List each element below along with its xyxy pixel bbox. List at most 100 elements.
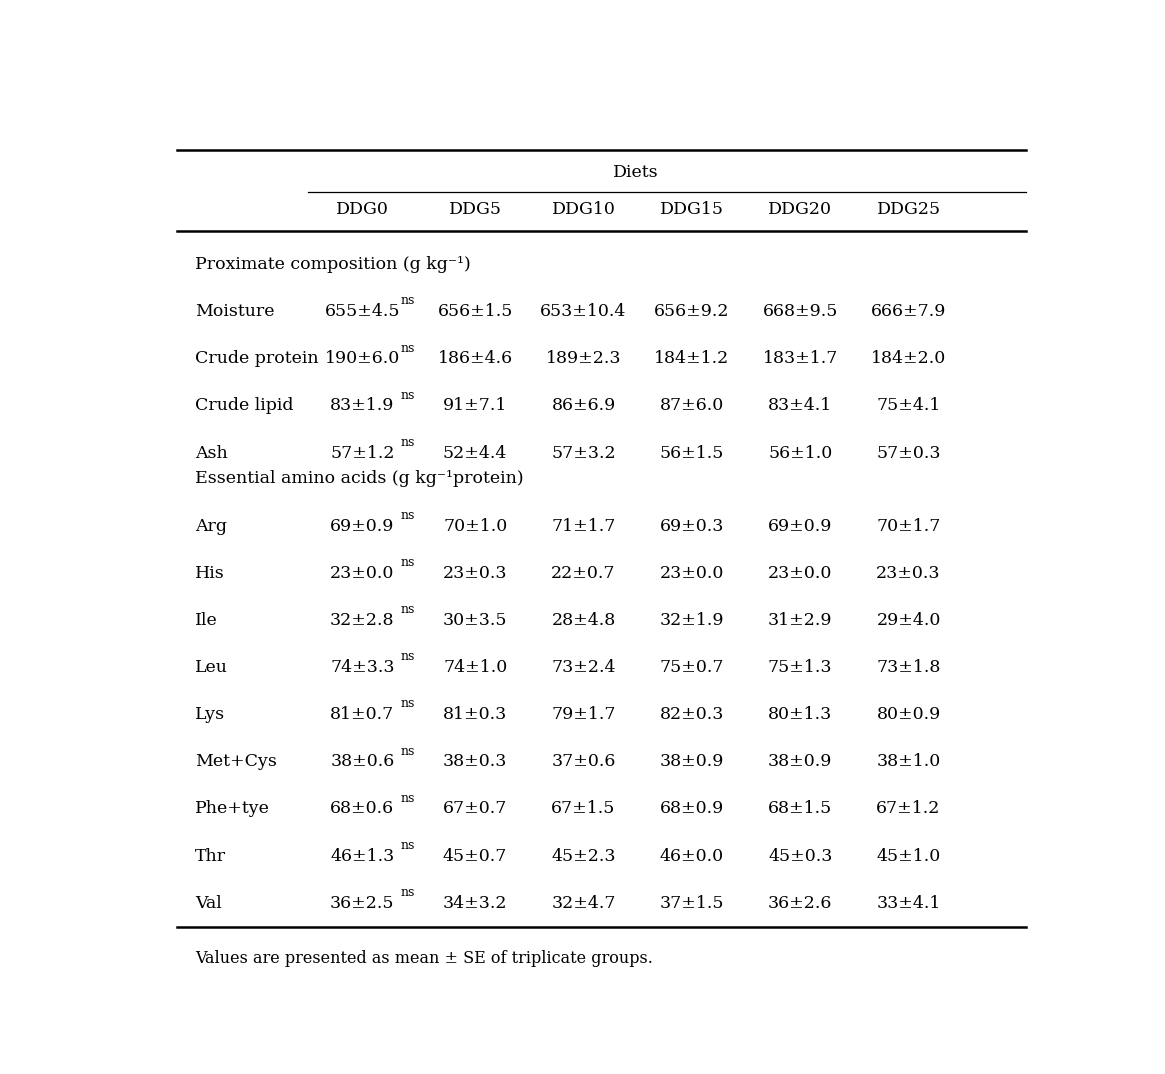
Text: 79±1.7: 79±1.7 bbox=[551, 707, 616, 723]
Text: 32±4.7: 32±4.7 bbox=[551, 895, 616, 912]
Text: ns: ns bbox=[401, 839, 415, 852]
Text: 68±0.6: 68±0.6 bbox=[330, 800, 395, 817]
Text: His: His bbox=[196, 565, 225, 582]
Text: Crude protein: Crude protein bbox=[196, 350, 319, 367]
Text: 28±4.8: 28±4.8 bbox=[551, 612, 615, 629]
Text: DDG10: DDG10 bbox=[551, 202, 615, 218]
Text: 73±2.4: 73±2.4 bbox=[551, 659, 616, 676]
Text: 56±1.0: 56±1.0 bbox=[768, 445, 832, 462]
Text: 23±0.0: 23±0.0 bbox=[330, 565, 395, 582]
Text: ns: ns bbox=[401, 886, 415, 899]
Text: 68±0.9: 68±0.9 bbox=[659, 800, 723, 817]
Text: 183±1.7: 183±1.7 bbox=[763, 350, 838, 367]
Text: 45±0.7: 45±0.7 bbox=[443, 847, 508, 865]
Text: 32±2.8: 32±2.8 bbox=[330, 612, 395, 629]
Text: Diets: Diets bbox=[613, 164, 658, 182]
Text: 67±1.2: 67±1.2 bbox=[876, 800, 941, 817]
Text: 37±0.6: 37±0.6 bbox=[551, 753, 616, 770]
Text: 184±2.0: 184±2.0 bbox=[871, 350, 946, 367]
Text: 31±2.9: 31±2.9 bbox=[768, 612, 833, 629]
Text: Thr: Thr bbox=[196, 847, 226, 865]
Text: 38±1.0: 38±1.0 bbox=[876, 753, 940, 770]
Text: Crude lipid: Crude lipid bbox=[196, 397, 294, 415]
Text: 23±0.3: 23±0.3 bbox=[443, 565, 508, 582]
Text: 74±3.3: 74±3.3 bbox=[330, 659, 395, 676]
Text: 653±10.4: 653±10.4 bbox=[541, 303, 627, 320]
Text: Moisture: Moisture bbox=[196, 303, 275, 320]
Text: 38±0.9: 38±0.9 bbox=[768, 753, 833, 770]
Text: 46±1.3: 46±1.3 bbox=[330, 847, 395, 865]
Text: 56±1.5: 56±1.5 bbox=[659, 445, 725, 462]
Text: 666±7.9: 666±7.9 bbox=[871, 303, 946, 320]
Text: ns: ns bbox=[401, 509, 415, 522]
Text: DDG20: DDG20 bbox=[768, 202, 832, 218]
Text: Proximate composition (g kg⁻¹): Proximate composition (g kg⁻¹) bbox=[196, 256, 471, 273]
Text: 45±2.3: 45±2.3 bbox=[551, 847, 616, 865]
Text: ns: ns bbox=[401, 604, 415, 616]
Text: 38±0.9: 38±0.9 bbox=[659, 753, 725, 770]
Text: 86±6.9: 86±6.9 bbox=[551, 397, 615, 415]
Text: 46±0.0: 46±0.0 bbox=[659, 847, 723, 865]
Text: 70±1.7: 70±1.7 bbox=[876, 518, 941, 535]
Text: 190±6.0: 190±6.0 bbox=[325, 350, 400, 367]
Text: ns: ns bbox=[401, 792, 415, 804]
Text: 75±1.3: 75±1.3 bbox=[768, 659, 833, 676]
Text: 32±1.9: 32±1.9 bbox=[659, 612, 725, 629]
Text: 38±0.3: 38±0.3 bbox=[443, 753, 508, 770]
Text: 189±2.3: 189±2.3 bbox=[545, 350, 621, 367]
Text: DDG5: DDG5 bbox=[449, 202, 502, 218]
Text: 57±1.2: 57±1.2 bbox=[330, 445, 395, 462]
Text: 23±0.0: 23±0.0 bbox=[768, 565, 833, 582]
Text: 75±4.1: 75±4.1 bbox=[876, 397, 941, 415]
Text: 75±0.7: 75±0.7 bbox=[659, 659, 725, 676]
Text: 52±4.4: 52±4.4 bbox=[443, 445, 508, 462]
Text: 23±0.3: 23±0.3 bbox=[876, 565, 941, 582]
Text: ns: ns bbox=[401, 436, 415, 449]
Text: 70±1.0: 70±1.0 bbox=[443, 518, 507, 535]
Text: Values are presented as mean ± SE of triplicate groups.: Values are presented as mean ± SE of tri… bbox=[196, 949, 654, 967]
Text: ns: ns bbox=[401, 556, 415, 569]
Text: 38±0.6: 38±0.6 bbox=[330, 753, 395, 770]
Text: 23±0.0: 23±0.0 bbox=[659, 565, 725, 582]
Text: 87±6.0: 87±6.0 bbox=[659, 397, 723, 415]
Text: 69±0.3: 69±0.3 bbox=[659, 518, 725, 535]
Text: DDG25: DDG25 bbox=[876, 202, 940, 218]
Text: 57±3.2: 57±3.2 bbox=[551, 445, 616, 462]
Text: 57±0.3: 57±0.3 bbox=[876, 445, 941, 462]
Text: 656±1.5: 656±1.5 bbox=[438, 303, 513, 320]
Text: Ash: Ash bbox=[196, 445, 228, 462]
Text: Leu: Leu bbox=[196, 659, 228, 676]
Text: Lys: Lys bbox=[196, 707, 225, 723]
Text: 668±9.5: 668±9.5 bbox=[763, 303, 838, 320]
Text: 73±1.8: 73±1.8 bbox=[876, 659, 941, 676]
Text: 81±0.7: 81±0.7 bbox=[330, 707, 395, 723]
Text: 184±1.2: 184±1.2 bbox=[655, 350, 729, 367]
Text: 186±4.6: 186±4.6 bbox=[438, 350, 513, 367]
Text: 74±1.0: 74±1.0 bbox=[443, 659, 507, 676]
Text: 91±7.1: 91±7.1 bbox=[443, 397, 508, 415]
Text: 81±0.3: 81±0.3 bbox=[443, 707, 507, 723]
Text: ns: ns bbox=[401, 697, 415, 710]
Text: 80±0.9: 80±0.9 bbox=[876, 707, 940, 723]
Text: 36±2.5: 36±2.5 bbox=[330, 895, 395, 912]
Text: 37±1.5: 37±1.5 bbox=[659, 895, 725, 912]
Text: 69±0.9: 69±0.9 bbox=[768, 518, 833, 535]
Text: 68±1.5: 68±1.5 bbox=[768, 800, 832, 817]
Text: ns: ns bbox=[401, 294, 415, 307]
Text: Arg: Arg bbox=[196, 518, 227, 535]
Text: Met+Cys: Met+Cys bbox=[196, 753, 277, 770]
Text: 69±0.9: 69±0.9 bbox=[330, 518, 395, 535]
Text: DDG15: DDG15 bbox=[659, 202, 723, 218]
Text: ns: ns bbox=[401, 389, 415, 402]
Text: Essential amino acids (g kg⁻¹protein): Essential amino acids (g kg⁻¹protein) bbox=[196, 470, 524, 488]
Text: 30±3.5: 30±3.5 bbox=[443, 612, 508, 629]
Text: 82±0.3: 82±0.3 bbox=[659, 707, 725, 723]
Text: 67±0.7: 67±0.7 bbox=[443, 800, 508, 817]
Text: ns: ns bbox=[401, 744, 415, 757]
Text: DDG0: DDG0 bbox=[336, 202, 389, 218]
Text: Val: Val bbox=[196, 895, 223, 912]
Text: 22±0.7: 22±0.7 bbox=[551, 565, 616, 582]
Text: ns: ns bbox=[401, 650, 415, 664]
Text: 34±3.2: 34±3.2 bbox=[443, 895, 508, 912]
Text: ns: ns bbox=[401, 342, 415, 354]
